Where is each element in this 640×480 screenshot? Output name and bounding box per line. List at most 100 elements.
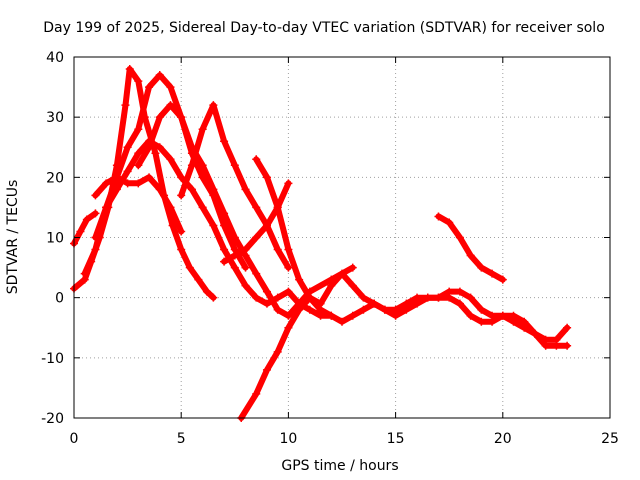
data-point [76,227,85,236]
data-point [262,287,271,296]
data-point [380,305,389,314]
data-point [252,389,261,398]
data-point [402,305,411,314]
series-arc-5 [91,173,186,236]
data-point [198,203,207,212]
data-point [123,167,132,176]
data-point [252,155,261,164]
y-tick-label: 10 [46,231,64,247]
data-point [230,161,239,170]
data-point [166,203,175,212]
data-point [102,203,111,212]
data-point [134,77,143,86]
data-point [194,275,203,284]
data-point [112,173,121,182]
data-point [134,149,143,158]
data-point [91,233,100,242]
data-point [185,263,194,272]
tick-layer: 0 5 10 15 20 25 -20 -10 0 10 20 30 40 [41,50,619,447]
data-point [284,323,293,332]
data-point [220,245,229,254]
data-point [563,341,572,350]
data-point [370,299,379,308]
data-point [455,287,464,296]
data-point [202,287,211,296]
series-arc-7 [177,101,293,272]
data-point [155,113,164,122]
data-point [134,161,143,170]
data-point [273,347,282,356]
data-point [252,293,261,302]
data-point [413,299,422,308]
data-point [434,212,443,221]
data-point [498,275,507,284]
data-point [327,281,336,290]
data-point [262,299,271,308]
y-axis-label: SDTVAR / TECUs [5,180,21,295]
y-tick-label: 30 [46,110,64,126]
data-point [252,269,261,278]
data-point [252,203,261,212]
data-point [509,311,518,320]
data-point [177,113,186,122]
data-point [477,317,486,326]
data-point [348,281,357,290]
y-tick-label: -20 [41,411,64,427]
data-point [359,293,368,302]
data-point [155,71,164,80]
data-point [262,173,271,182]
data-point [541,341,550,350]
data-point [338,269,346,278]
data-point [488,269,497,278]
data-point [273,203,282,212]
x-tick-label: 25 [601,431,619,447]
data-point [252,233,261,242]
y-tick-label: 20 [46,170,64,186]
series-arc-10 [237,269,572,422]
data-point [155,143,164,152]
data-point [145,143,154,152]
data-point [488,317,497,326]
x-tick-label: 20 [494,431,512,447]
data-point [241,263,250,272]
data-point [121,101,130,110]
data-point [220,257,229,266]
data-point [262,221,271,230]
data-point [230,251,239,260]
data-point [241,245,250,254]
data-point [209,185,218,194]
data-point [305,293,314,302]
data-point [80,269,89,278]
data-point [91,209,100,218]
data-point [273,305,282,314]
data-point [198,161,207,170]
y-tick-label: 0 [55,291,64,307]
data-point [134,125,143,134]
data-point [112,185,121,194]
data-point [466,293,475,302]
series-line [71,210,99,247]
data-point [166,155,175,164]
data-point [466,311,475,320]
data-point [530,329,539,338]
x-tick-label: 0 [70,431,79,447]
data-point [102,179,111,188]
grid-layer [74,57,610,418]
x-axis-label: GPS time / hours [281,458,398,474]
data-point [166,83,175,92]
data-point [273,245,282,254]
data-point [455,299,464,308]
data-point [134,179,143,188]
data-point [91,245,100,254]
data-point [145,83,154,92]
data-point [177,173,186,182]
data-point [230,233,239,242]
data-point [187,185,196,194]
data-point [284,287,293,296]
data-point [348,263,357,272]
data-point [177,245,186,254]
data-point [209,221,218,230]
data-point [423,293,432,302]
data-point [220,209,229,218]
